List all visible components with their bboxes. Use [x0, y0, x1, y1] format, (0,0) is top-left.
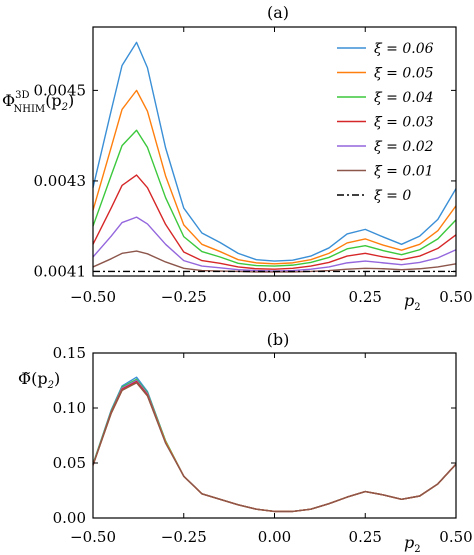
panel-a-title: (a) [267, 3, 289, 22]
series-line-4 [92, 382, 457, 513]
panel-a-ticks [92, 27, 457, 276]
panel-a-ytick-labels: 0.0041 0.0043 0.0045 [34, 81, 87, 280]
panel-b-ytick-labels: 0.00 0.05 0.10 0.15 [53, 344, 86, 527]
legend-label-0.06: ξ = 0.06 [374, 41, 434, 57]
panel-a-ylabel: Φ3D NHIM(p2) [2, 90, 74, 115]
series-line-0.01 [92, 250, 457, 273]
series-line-0.05 [92, 89, 457, 265]
series-line-1 [92, 378, 457, 513]
x-tick-label: 0.50 [439, 528, 472, 546]
y-tick-label: 0.15 [53, 344, 86, 362]
y-tick-label: 0.10 [53, 399, 86, 417]
series-line-2 [92, 379, 457, 513]
x-tick-label: 0.25 [349, 288, 382, 306]
panel-b-title: (b) [267, 330, 290, 349]
series-line-0.04 [92, 129, 457, 267]
x-tick-label: −0.25 [161, 288, 207, 306]
panel-b-xtick-labels: −0.50 −0.25 0.00 0.25 0.50 [70, 528, 473, 546]
x-tick-label: −0.25 [161, 528, 207, 546]
series-line-3 [92, 380, 457, 513]
legend-label-0.04: ξ = 0.04 [374, 90, 434, 106]
y-tick-label: 0.0045 [34, 81, 87, 99]
panel-a: (a) 0.0041 0.0043 0.0045 −0.50 −0.25 0.00 0.2… [2, 3, 473, 313]
series-line-0.06 [92, 41, 457, 262]
x-tick-label: 0.50 [439, 288, 472, 306]
x-tick-label: −0.50 [70, 528, 116, 546]
panel-a-series-group [92, 41, 457, 273]
legend-label-0.05: ξ = 0.05 [374, 66, 434, 82]
legend-label-0: ξ = 0 [374, 188, 411, 204]
y-tick-label: 0.05 [53, 454, 86, 472]
panel-a-xtick-labels: −0.50 −0.25 0.00 0.25 0.50 [70, 288, 473, 306]
x-tick-label: 0.25 [349, 528, 382, 546]
series-line-0.02 [92, 216, 457, 272]
x-tick-label: 0.00 [258, 288, 291, 306]
x-tick-label: 0.00 [258, 528, 291, 546]
panel-b-frame [92, 352, 457, 519]
panel-a-legend: ξ = 0.06 ξ = 0.05 ξ = 0.04 ξ = 0.03 ξ = 0.02… [337, 41, 434, 204]
legend-label-0.03: ξ = 0.03 [374, 115, 434, 131]
panel-b: (b) 0.00 0.05 0.10 0.15 −0.50 −0.25 0.00 0.25 0… [18, 330, 473, 555]
y-tick-label: 0.00 [53, 509, 86, 527]
panel-a-xlabel: p2 [404, 291, 421, 313]
panel-b-series-group [92, 376, 457, 513]
legend-label-0.01: ξ = 0.01 [374, 164, 434, 180]
panel-b-xlabel: p2 [404, 533, 421, 555]
panel-b-ylabel: Φ̃(p2) [18, 369, 60, 391]
panel-b-ticks [92, 352, 457, 519]
x-tick-label: −0.50 [70, 288, 116, 306]
y-tick-label: 0.0041 [34, 262, 87, 280]
legend-label-0.02: ξ = 0.02 [374, 139, 434, 155]
series-line-5 [92, 382, 457, 513]
series-line-0.03 [92, 174, 457, 270]
y-tick-label: 0.0043 [34, 172, 87, 190]
